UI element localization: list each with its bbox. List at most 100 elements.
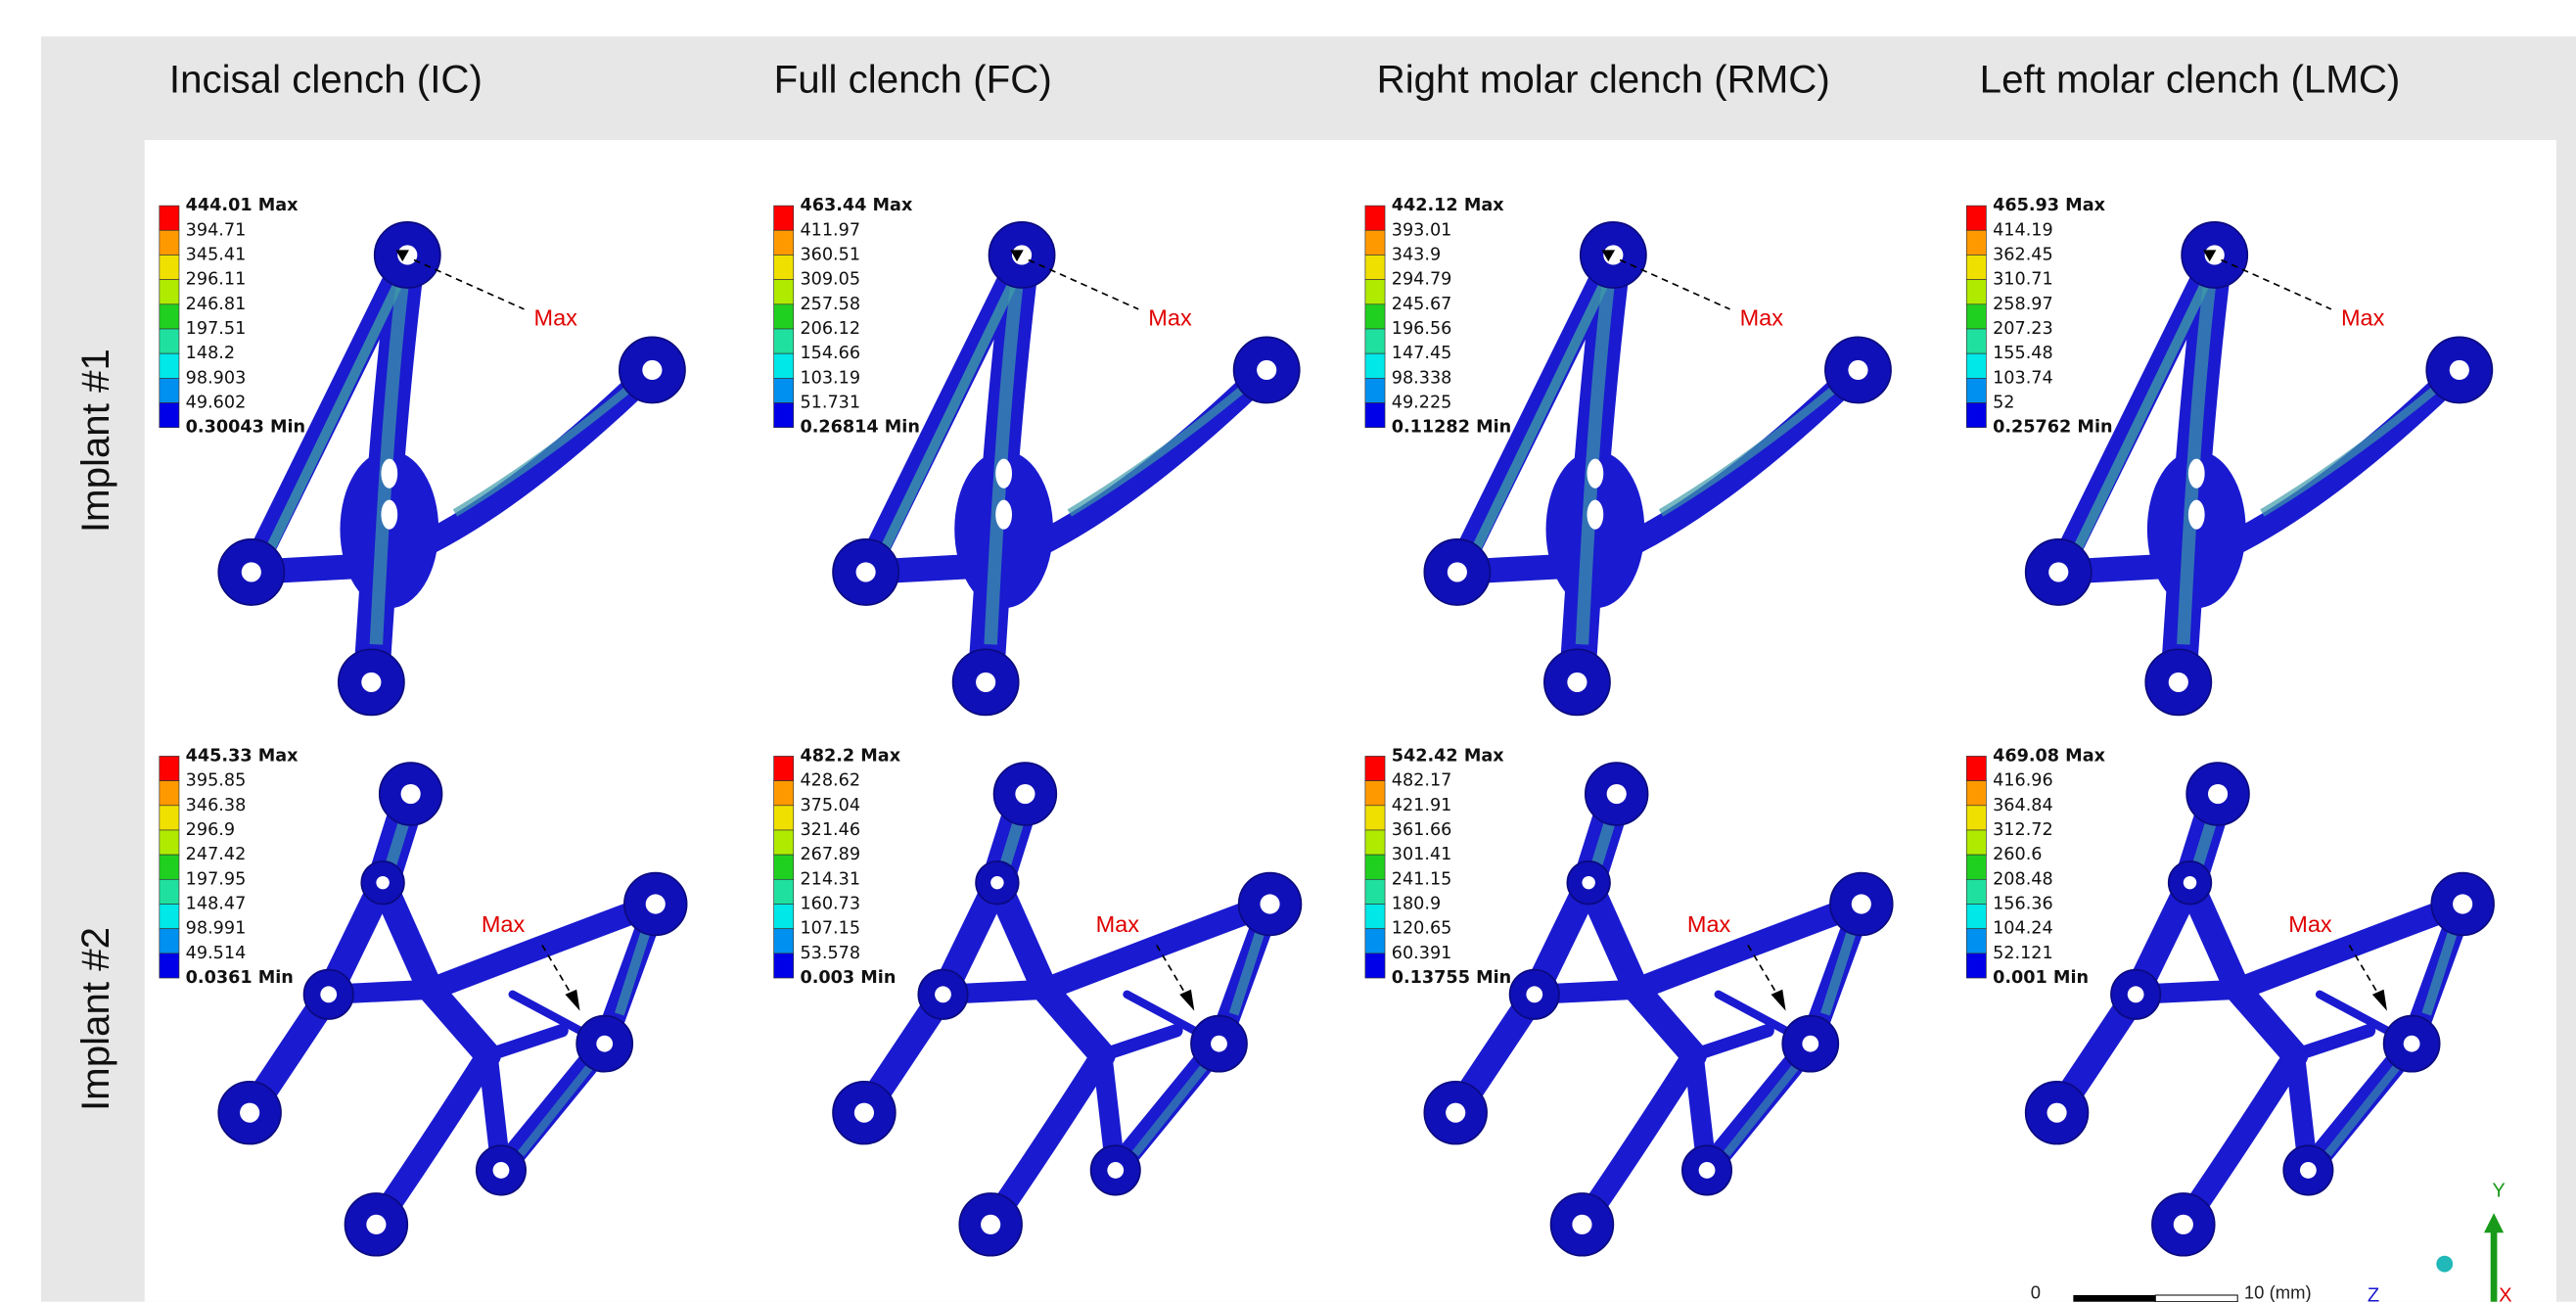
legend-label: 0.003 Min <box>800 968 896 988</box>
legend-label: 416.96 <box>1993 771 2053 791</box>
legend-label: 364.84 <box>1993 796 2053 815</box>
legend-swatch <box>1365 329 1385 353</box>
legend-label: 393.01 <box>1392 220 1452 240</box>
column-title: Right molar clench (RMC) <box>1377 57 1830 101</box>
legend-label: 345.41 <box>186 245 247 264</box>
legend-label: 180.9 <box>1392 895 1441 914</box>
legend-label: 120.65 <box>1392 919 1452 939</box>
legend-swatch <box>1966 806 1986 830</box>
legend-label: 428.62 <box>800 771 860 791</box>
legend-swatch <box>774 756 794 780</box>
legend-swatch <box>774 830 794 855</box>
legend-label: 267.89 <box>800 845 860 864</box>
legend-label: 147.45 <box>1392 344 1452 363</box>
annotation: Max <box>2288 911 2332 937</box>
legend-label: 482.17 <box>1392 771 1452 791</box>
legend-swatch <box>1365 781 1385 806</box>
legend-label: 49.514 <box>186 944 247 963</box>
axis-label: Z <box>2368 1285 2379 1302</box>
legend-swatch <box>1365 403 1385 428</box>
legend-label: 375.04 <box>800 796 860 815</box>
legend-swatch <box>1365 206 1385 230</box>
legend-swatch <box>774 378 794 402</box>
legend-label: 197.51 <box>186 319 247 339</box>
legend-label: 343.9 <box>1392 245 1441 264</box>
legend-label: 208.48 <box>1993 869 2053 889</box>
legend-swatch <box>1966 781 1986 806</box>
legend-label: 53.578 <box>800 944 860 963</box>
legend-label: 421.91 <box>1392 796 1452 815</box>
column-title: Left molar clench (LMC) <box>1980 57 2401 101</box>
axis-label: X <box>2499 1285 2511 1302</box>
legend-label: 214.31 <box>800 869 860 889</box>
legend-swatch <box>774 230 794 255</box>
legend-label: 360.51 <box>800 245 860 264</box>
legend-swatch <box>1365 905 1385 929</box>
legend-label: 60.391 <box>1392 944 1452 963</box>
annotation: Max <box>2341 305 2385 331</box>
legend-swatch <box>160 781 179 806</box>
legend-swatch <box>774 353 794 378</box>
legend-label: 246.81 <box>186 295 247 314</box>
legend-swatch <box>1365 255 1385 279</box>
legend-swatch <box>160 280 179 304</box>
legend-swatch <box>1365 304 1385 329</box>
legend-swatch <box>1365 929 1385 953</box>
legend-swatch <box>1966 929 1986 953</box>
scale-end: 10 (mm) <box>2244 1281 2312 1302</box>
legend-swatch <box>160 953 179 978</box>
legend-swatch <box>774 806 794 830</box>
legend-label: 247.42 <box>186 845 247 864</box>
legend-label: 107.15 <box>800 919 860 939</box>
legend-label: 148.2 <box>186 344 235 363</box>
row-label: Implant #2 <box>73 927 117 1111</box>
legend-label: 414.19 <box>1993 220 2053 240</box>
legend-label: 444.01 Max <box>186 196 299 215</box>
axis-label: Y <box>2492 1180 2505 1201</box>
legend-label: 361.66 <box>1392 820 1452 840</box>
row-label: Implant #1 <box>73 349 117 533</box>
legend-label: 310.71 <box>1993 270 2053 290</box>
legend-label: 411.97 <box>800 220 860 240</box>
legend-label: 542.42 Max <box>1392 746 1504 766</box>
legend-swatch <box>774 905 794 929</box>
legend-swatch <box>1966 329 1986 353</box>
legend-swatch <box>1966 353 1986 378</box>
legend-label: 0.13755 Min <box>1392 968 1511 988</box>
column-title: Incisal clench (IC) <box>169 57 483 101</box>
scale-start: 0 <box>2031 1281 2041 1302</box>
figure: Incisal clench (IC) Full clench (FC) Rig… <box>0 0 2576 1302</box>
legend-swatch <box>1966 206 1986 230</box>
legend-swatch <box>160 855 179 879</box>
legend-label: 469.08 Max <box>1993 746 2105 766</box>
legend-swatch <box>774 403 794 428</box>
legend-label: 482.2 Max <box>800 746 900 766</box>
legend-label: 321.46 <box>800 820 860 840</box>
legend-label: 395.85 <box>186 771 247 791</box>
legend-label: 463.44 Max <box>800 196 912 215</box>
legend-label: 98.338 <box>1392 368 1452 388</box>
legend-label: 245.67 <box>1392 295 1452 314</box>
legend-swatch <box>1365 353 1385 378</box>
legend-swatch <box>774 953 794 978</box>
legend-label: 103.74 <box>1993 368 2053 388</box>
legend-label: 0.26814 Min <box>800 418 919 438</box>
legend-swatch <box>1966 280 1986 304</box>
legend-label: 206.12 <box>800 319 860 339</box>
legend-swatch <box>774 304 794 329</box>
legend-label: 465.93 Max <box>1993 196 2105 215</box>
legend-swatch <box>1365 756 1385 780</box>
legend-label: 312.72 <box>1993 820 2053 840</box>
legend-label: 296.9 <box>186 820 235 840</box>
legend-label: 296.11 <box>186 270 247 290</box>
legend-label: 346.38 <box>186 796 247 815</box>
legend-label: 362.45 <box>1993 245 2053 264</box>
legend-swatch <box>774 781 794 806</box>
legend-swatch <box>160 378 179 402</box>
legend-label: 148.47 <box>186 895 247 914</box>
legend-swatch <box>1966 230 1986 255</box>
legend-label: 197.95 <box>186 869 247 889</box>
legend-label: 104.24 <box>1993 919 2053 939</box>
legend-swatch <box>1966 403 1986 428</box>
legend-label: 241.15 <box>1392 869 1452 889</box>
